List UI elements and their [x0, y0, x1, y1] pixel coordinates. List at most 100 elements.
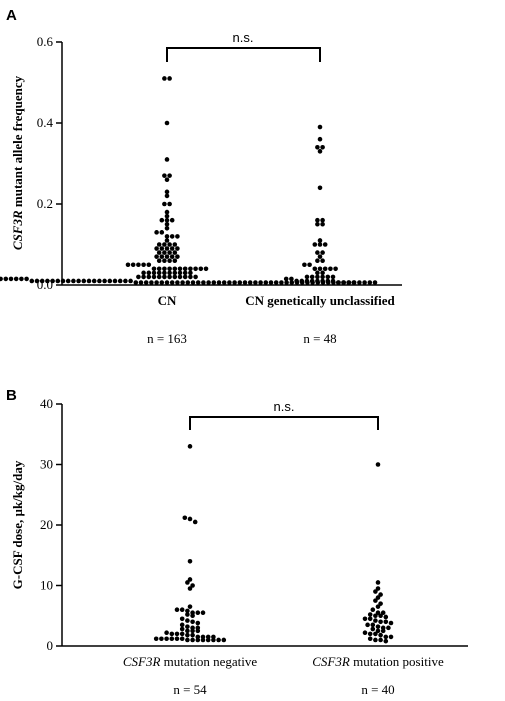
panel-a-data-point: [167, 201, 172, 207]
panel-b-data-point: [187, 577, 193, 582]
panel-b-data-point: [380, 610, 386, 616]
panel-a-data-point: [91, 278, 97, 284]
panel-b-data-point: [378, 632, 383, 638]
panel-a-data-point: [258, 280, 263, 285]
panel-a-data-point: [133, 280, 139, 285]
panel-a-y-tick-label: 0.2: [37, 196, 53, 211]
panel-a-data-point: [201, 280, 206, 285]
panel-a-data-point: [307, 262, 312, 268]
panel-a-data-point: [317, 185, 323, 191]
panel-a-data-point: [320, 274, 325, 280]
panel-a-data-point: [320, 270, 325, 276]
panel-a-data-point: [328, 266, 333, 272]
panel-a-data-point: [315, 258, 320, 264]
panel-a-data-point: [185, 280, 191, 285]
panel-a-data-point: [294, 278, 299, 284]
panel-a-data-point: [162, 258, 167, 264]
panel-a-data-point: [268, 280, 274, 285]
panel-a-data-point: [320, 217, 325, 223]
panel-a-data-point: [302, 262, 307, 268]
panel-a-data-point: [167, 250, 172, 255]
panel-a-y-axis-label: CSF3R mutant allele frequency: [10, 75, 25, 250]
panel-b-data-point: [365, 622, 370, 628]
panel-a-data-point: [193, 266, 198, 272]
panel-a-data-point: [367, 280, 373, 285]
panel-b-data-point: [187, 559, 193, 564]
panel-a-data-point: [13, 276, 19, 282]
panel-b-data-point: [182, 515, 188, 521]
panel-a-data-point: [193, 274, 198, 280]
panel-a-data-point: [309, 274, 315, 280]
panel-a-data-point: [159, 230, 165, 235]
panel-a-data-point: [156, 250, 162, 255]
panel-b-data-point: [375, 595, 381, 600]
panel-a-data-point: [372, 280, 378, 285]
panel-b-data-point: [195, 620, 201, 626]
panel-a-data-point: [107, 278, 113, 284]
panel-b-data-point: [179, 636, 185, 642]
panel-a-data-point: [315, 250, 320, 255]
panel-a-data-point: [136, 262, 141, 268]
panel-b-data-point: [192, 519, 198, 525]
panel-b-data-point: [195, 637, 201, 643]
panel-b-data-point: [375, 580, 381, 585]
panel-a-data-point: [164, 157, 170, 162]
panel-b-data-point: [185, 580, 190, 585]
panel-a-data-point: [164, 221, 170, 227]
panel-a-data-point: [188, 274, 193, 280]
panel-a-data-point: [330, 274, 336, 280]
panel-a-data-point: [156, 242, 162, 247]
panel-b-n-label-0: n = 54: [173, 682, 207, 697]
panel-b-y-tick-label: 40: [40, 396, 53, 411]
panel-b-data-point: [373, 637, 378, 643]
panel-a-data-point: [320, 145, 325, 150]
panel-a-y-tick-label: 0.6: [37, 34, 54, 49]
panel-b-data-point: [211, 637, 216, 643]
panel-a-y-axis-label-italic: CSF3R: [10, 210, 25, 250]
panel-a-data-point: [156, 274, 162, 280]
panel-b-data-point: [185, 624, 190, 629]
panel-a-data-point: [169, 234, 175, 239]
panel-a-data-point: [315, 274, 320, 280]
panel-b-y-axis-label: G-CSF dose, µk/kg/day: [10, 460, 25, 589]
panel-a-data-point: [351, 280, 357, 285]
panel-b-data-point: [185, 618, 190, 623]
panel-a-data-point: [102, 278, 107, 284]
panel-b-data-point: [190, 619, 195, 625]
panel-a-data-point: [175, 246, 180, 251]
panel-a-data-point: [284, 280, 289, 285]
panel-b-significance-bracket: [189, 416, 379, 430]
panel-a-data-point: [146, 270, 152, 276]
panel-b-data-point: [174, 636, 180, 642]
panel-a-data-point: [317, 124, 323, 130]
panel-a-data-point: [362, 280, 367, 285]
panel-a-data-point: [195, 280, 201, 285]
panel-b-data-point: [367, 636, 373, 642]
panel-a-data-point: [55, 278, 61, 284]
panel-b-data-point: [179, 631, 185, 637]
panel-a-data-point: [151, 274, 157, 280]
panel-a-significance-bracket: [166, 47, 321, 62]
panel-b-category-label-1-rest: mutation positive: [350, 654, 444, 669]
panel-b-data-point: [378, 592, 383, 597]
panel-b-data-point: [373, 598, 378, 603]
panel-b-data-point: [185, 608, 190, 614]
panel-b-y-tick-label: 0: [47, 638, 54, 653]
panel-b-data-point: [362, 616, 368, 622]
panel-a-data-point: [247, 280, 253, 285]
panel-b-n-label-1: n = 40: [361, 682, 394, 697]
panel-b-data-point: [190, 628, 195, 634]
panel-a-data-point: [159, 246, 165, 251]
panel-a-data-point: [162, 201, 167, 207]
panel-a-data-point: [143, 280, 149, 285]
panel-a-data-point: [263, 280, 269, 285]
panel-a-data-point: [162, 274, 167, 280]
panel-letter-b: B: [6, 387, 17, 404]
panel-b-data-point: [378, 619, 383, 625]
panel-b-data-point: [367, 612, 373, 617]
panel-a-data-point: [273, 280, 279, 285]
panel-a-data-point: [190, 280, 196, 285]
panel-b-data-point: [373, 618, 378, 623]
panel-a-n-label-0: n = 163: [147, 331, 187, 346]
